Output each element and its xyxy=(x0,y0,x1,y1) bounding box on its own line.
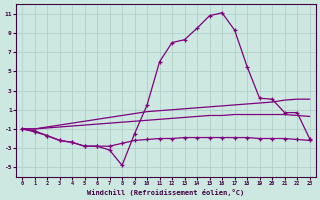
X-axis label: Windchill (Refroidissement éolien,°C): Windchill (Refroidissement éolien,°C) xyxy=(87,189,244,196)
